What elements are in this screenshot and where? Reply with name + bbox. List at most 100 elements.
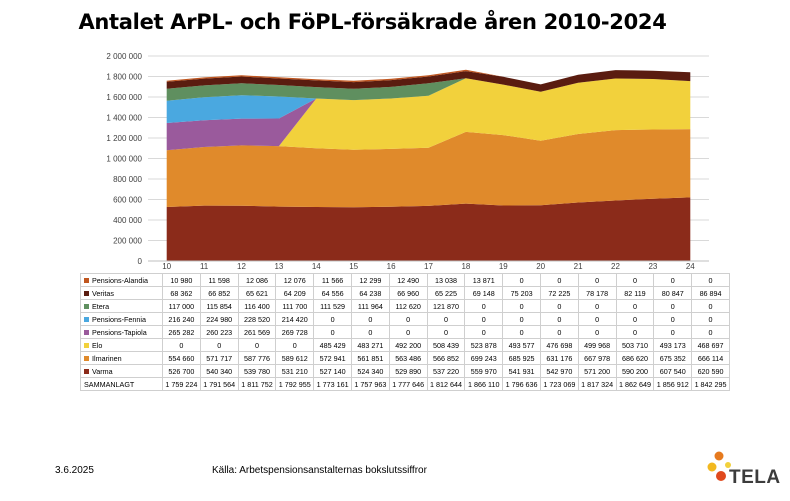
table-row: Etera 117 000 115 854 116 400 111 700 111 529…	[80, 299, 730, 313]
table-cell: 476 698	[539, 338, 579, 352]
table-cell: 685 925	[502, 351, 541, 365]
area-pensions-fennia	[166, 78, 691, 123]
y-tick-label: 400 000	[113, 216, 142, 225]
y-tick-label: 1 400 000	[106, 114, 142, 123]
table-cell: 0	[502, 273, 541, 287]
table-cell: 0	[691, 299, 730, 313]
x-tick-label: 20	[536, 262, 545, 271]
y-tick-label: 800 000	[113, 175, 142, 184]
row-label: Pensions-Fennia	[80, 312, 163, 326]
table-cell: 483 271	[350, 338, 390, 352]
table-cell: 12 076	[275, 273, 315, 287]
table-cell: 260 223	[199, 325, 239, 339]
y-tick-label: 1 200 000	[106, 134, 142, 143]
x-tick-label: 12	[237, 262, 246, 271]
table-cell: 216 240	[162, 312, 201, 326]
table-cell: 527 140	[313, 364, 352, 378]
table-cell: 111 964	[350, 299, 390, 313]
area-pensions-tapiola	[166, 78, 691, 151]
row-label: Varma	[80, 364, 163, 378]
table-cell: 675 352	[653, 351, 693, 365]
table-cell: 12 490	[388, 273, 428, 287]
table-cell: 12 086	[237, 273, 277, 287]
x-tick-label: 11	[200, 262, 209, 271]
table-cell: 523 878	[464, 338, 504, 352]
table-cell: 64 209	[275, 286, 315, 300]
table-cell: 0	[426, 325, 466, 339]
table-cell: 0	[388, 325, 428, 339]
x-tick-label: 14	[312, 262, 321, 271]
table-cell: 0	[615, 312, 655, 326]
table-cell: 121 870	[426, 299, 466, 313]
table-cell: 82 119	[615, 286, 655, 300]
y-tick-label: 0	[138, 257, 143, 266]
table-cell: 0	[313, 325, 352, 339]
table-cell: 587 776	[237, 351, 277, 365]
x-tick-label: 19	[499, 262, 508, 271]
table-cell: 0	[464, 325, 504, 339]
table-cell: 540 340	[199, 364, 239, 378]
table-cell: 631 176	[539, 351, 579, 365]
data-table: Pensions-Alandia 10 980 11 598 12 086 12 076…	[80, 273, 730, 391]
table-cell: 1 777 646	[388, 377, 428, 391]
row-label: SAMMANLAGT	[80, 377, 163, 391]
table-cell: 1 862 649	[615, 377, 655, 391]
table-cell: 1 842 295	[691, 377, 730, 391]
table-cell: 0	[691, 325, 730, 339]
table-cell: 1 811 752	[237, 377, 277, 391]
table-cell: 0	[653, 273, 693, 287]
table-cell: 542 970	[539, 364, 579, 378]
table-row: Elo 0 0 0 0 485 429 483 271 492 200 508 439 523 8…	[80, 338, 730, 352]
x-tick-label: 13	[274, 262, 283, 271]
x-tick-label: 18	[461, 262, 470, 271]
table-cell: 116 400	[237, 299, 277, 313]
y-tick-label: 600 000	[113, 196, 142, 205]
x-tick-label: 17	[424, 262, 433, 271]
table-cell: 468 697	[691, 338, 730, 352]
table-row: Pensions-Alandia 10 980 11 598 12 086 12 076…	[80, 273, 730, 287]
y-tick-label: 200 000	[113, 237, 142, 246]
table-cell: 0	[577, 299, 617, 313]
table-cell: 1 792 955	[275, 377, 315, 391]
table-cell: 65 225	[426, 286, 466, 300]
row-label: Pensions-Tapiola	[80, 325, 163, 339]
area-etera	[166, 78, 691, 101]
table-cell: 589 612	[275, 351, 315, 365]
table-cell: 228 520	[237, 312, 277, 326]
legend-swatch	[84, 330, 89, 336]
table-cell: 0	[615, 273, 655, 287]
table-cell: 1 723 069	[539, 377, 579, 391]
table-cell: 1 812 644	[426, 377, 466, 391]
table-cell: 0	[275, 338, 315, 352]
row-label: Pensions-Alandia	[80, 273, 163, 287]
table-cell: 0	[237, 338, 277, 352]
table-cell: 64 238	[350, 286, 390, 300]
table-cell: 493 577	[502, 338, 541, 352]
area-elo	[166, 78, 691, 151]
table-cell: 0	[539, 312, 579, 326]
table-cell: 0	[199, 338, 239, 352]
table-cell: 112 620	[388, 299, 428, 313]
table-cell: 69 148	[464, 286, 504, 300]
table-cell: 541 931	[502, 364, 541, 378]
x-tick-label: 23	[648, 262, 657, 271]
table-cell: 0	[653, 299, 693, 313]
legend-swatch	[84, 317, 89, 323]
table-row: Veritas 68 362 66 852 65 621 64 209 64 556 64 …	[80, 286, 730, 300]
table-cell: 11 566	[313, 273, 352, 287]
table-cell: 12 299	[350, 273, 390, 287]
table-cell: 539 780	[237, 364, 277, 378]
legend-swatch	[84, 304, 89, 310]
table-cell: 499 968	[577, 338, 617, 352]
chart-title: Antalet ArPL- och FöPL-försäkrade åren 2…	[78, 10, 667, 34]
table-cell: 0	[691, 273, 730, 287]
table-cell: 75 203	[502, 286, 541, 300]
table-cell: 13 871	[464, 273, 504, 287]
table-cell: 1 866 110	[464, 377, 504, 391]
legend-swatch	[84, 343, 89, 349]
table-cell: 590 200	[615, 364, 655, 378]
table-cell: 554 660	[162, 351, 201, 365]
area-ilmarinen	[166, 129, 691, 208]
table-cell: 1 759 224	[162, 377, 201, 391]
x-tick-label: 21	[574, 262, 583, 271]
